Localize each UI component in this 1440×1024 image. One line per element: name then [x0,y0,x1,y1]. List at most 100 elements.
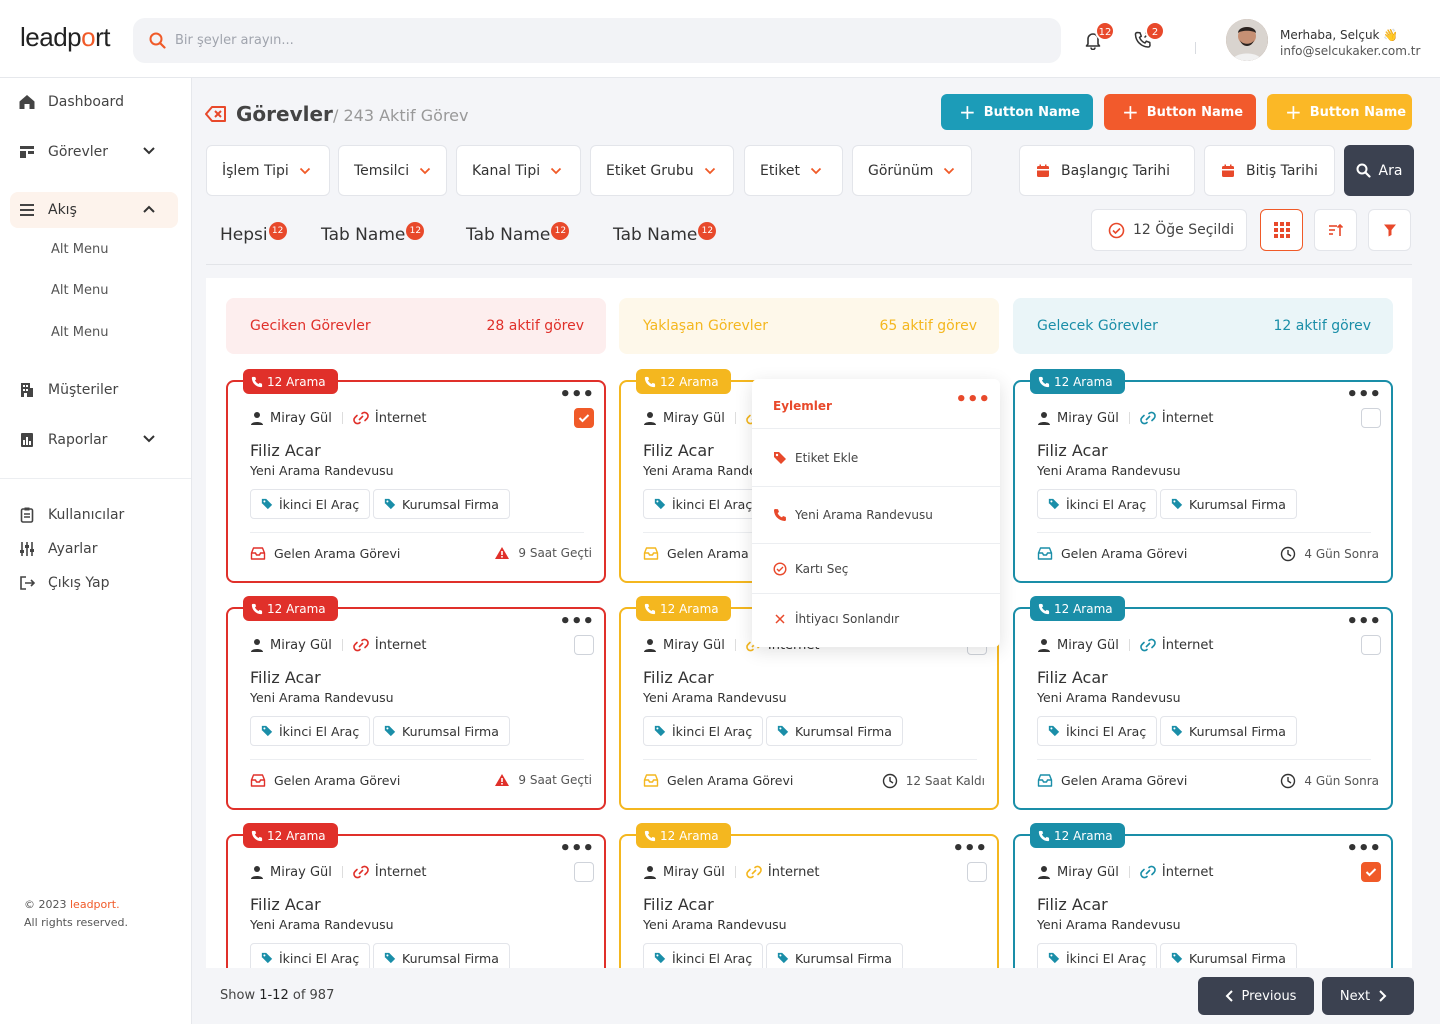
card-tag[interactable]: İkinci El Araç [1037,943,1158,968]
card-tag[interactable]: İkinci El Araç [250,716,371,746]
sidebar-item-ayarlar[interactable]: Ayarlar [10,531,178,567]
logo[interactable]: leadport [20,22,110,52]
card-checkbox[interactable] [1361,635,1381,655]
more-icon[interactable]: ••• [1346,838,1381,859]
card-tag[interactable]: Kurumsal Firma [766,943,903,968]
card-meta: Miray Gül İnternet [250,637,427,653]
tag-icon [261,498,273,510]
filter-button[interactable] [1368,209,1411,251]
card-tag[interactable]: Kurumsal Firma [373,943,510,968]
card-checkbox[interactable] [1361,408,1381,428]
tab-4[interactable]: Tab Name 12 [613,222,717,245]
more-icon[interactable]: ••• [559,384,594,405]
header-button-1[interactable]: + Button Name [941,94,1093,130]
search-input[interactable] [175,18,1035,63]
search-bar[interactable] [133,18,1061,63]
link-icon [746,865,762,879]
filter-islem-tipi[interactable]: İşlem Tipi [206,145,330,196]
card-task-title: Yeni Arama Randevusu [643,463,787,478]
card-tag[interactable]: İkinci El Araç [643,943,764,968]
call-count-badge: 12 Arama [1030,369,1125,394]
more-icon[interactable]: ••• [1346,384,1381,405]
inbox-icon [1037,547,1053,560]
card-tag[interactable]: Kurumsal Firma [1160,716,1297,746]
task-card[interactable]: 12 Arama ••• Miray Gül İnternet Filiz Ac… [1013,369,1393,583]
search-button[interactable]: Ara [1344,145,1414,196]
submenu-item[interactable]: Alt Menu [51,283,109,298]
user-icon [1038,866,1050,879]
card-checkbox[interactable] [1361,862,1381,882]
more-icon[interactable]: ••• [559,611,594,632]
header-button-3[interactable]: + Button Name [1267,94,1412,130]
submenu-item[interactable]: Alt Menu [51,242,109,257]
sidebar-item-cikis[interactable]: Çıkış Yap [10,565,178,601]
tab-2[interactable]: Tab Name 12 [321,222,425,245]
card-tag[interactable]: İkinci El Araç [643,716,764,746]
card-tag[interactable]: Kurumsal Firma [373,489,510,519]
back-icon[interactable] [205,104,227,124]
tab-3[interactable]: Tab Name 12 [466,222,570,245]
tab-hepsi[interactable]: Hepsi 12 [220,222,287,245]
task-card[interactable]: 12 Arama ••• Miray Gül İnternet Filiz Ac… [226,369,606,583]
selected-count-button[interactable]: 12 Öğe Seçildi [1091,209,1247,251]
filter-temsilci[interactable]: Temsilci [338,145,447,196]
task-card[interactable]: 12 Arama ••• Miray Gül İnternet Filiz Ac… [226,596,606,810]
sort-button[interactable] [1314,209,1357,251]
next-button[interactable]: Next [1322,977,1414,1015]
task-card[interactable]: 12 Arama ••• Miray Gül İnternet Filiz Ac… [1013,596,1393,810]
menu-item-yeni-arama[interactable]: Yeni Arama Randevusu [752,486,1000,543]
sidebar-item-gorevler[interactable]: Görevler [10,134,178,170]
sidebar-item-raporlar[interactable]: Raporlar [10,422,178,458]
card-customer-name: Filiz Acar [250,668,321,687]
clock-icon [882,773,897,789]
menu-item-etiket-ekle[interactable]: Etiket Ekle [752,428,1000,486]
card-tag[interactable]: İkinci El Araç [643,489,764,519]
card-tag[interactable]: İkinci El Araç [1037,716,1158,746]
task-card[interactable]: 12 Arama ••• Miray Gül İnternet Filiz Ac… [619,823,999,968]
sidebar-item-kullanicilar[interactable]: Kullanıcılar [10,497,178,533]
filter-kanal-tipi[interactable]: Kanal Tipi [456,145,581,196]
logout-icon [20,576,36,590]
menu-item-ihtiyaci-sonlandir[interactable]: İhtiyacı Sonlandır [752,593,1000,643]
menu-item-karti-sec[interactable]: Kartı Seç [752,543,1000,593]
sidebar-item-akis[interactable]: Akış [10,192,178,228]
more-icon[interactable]: ••• [1346,611,1381,632]
tag-icon [1048,952,1060,964]
tag-icon [774,451,786,464]
card-tag[interactable]: İkinci El Araç [250,489,371,519]
more-icon[interactable]: ••• [955,389,990,410]
filter-etiket[interactable]: Etiket [744,145,843,196]
task-card[interactable]: 12 Arama ••• Miray Gül İnternet Filiz Ac… [226,823,606,968]
start-date-picker[interactable]: Başlangıç Tarihi [1019,145,1195,196]
card-time: 4 Gün Sonra [1280,773,1379,789]
card-tag[interactable]: İkinci El Araç [1037,489,1158,519]
grid-view-button[interactable] [1260,209,1303,251]
header-button-2[interactable]: + Button Name [1104,94,1256,130]
avatar[interactable] [1226,19,1268,61]
card-checkbox[interactable] [574,408,594,428]
sidebar-item-musteriler[interactable]: Müşteriler [10,372,178,408]
card-tag[interactable]: İkinci El Araç [250,943,371,968]
notifications-button[interactable]: 12 [1083,21,1115,54]
column-header-gelecek: Gelecek Görevler 12 aktif görev [1013,298,1393,354]
more-icon[interactable]: ••• [952,838,987,859]
sidebar-item-dashboard[interactable]: Dashboard [10,84,178,120]
submenu-item[interactable]: Alt Menu [51,325,109,340]
card-tag[interactable]: Kurumsal Firma [373,716,510,746]
card-tag[interactable]: Kurumsal Firma [1160,943,1297,968]
end-date-picker[interactable]: Bitiş Tarihi [1204,145,1335,196]
previous-button[interactable]: Previous [1198,977,1314,1015]
user-info[interactable]: Merhaba, Selçuk 👋 info@selcukaker.com.tr [1280,27,1420,59]
card-time: 12 Saat Kaldı [882,773,985,789]
chevron-down-icon [143,147,155,155]
card-checkbox[interactable] [574,862,594,882]
filter-gorunum[interactable]: Görünüm [852,145,972,196]
task-card[interactable]: 12 Arama ••• Miray Gül İnternet Filiz Ac… [1013,823,1393,968]
filter-etiket-grubu[interactable]: Etiket Grubu [590,145,734,196]
card-checkbox[interactable] [967,862,987,882]
card-tag[interactable]: Kurumsal Firma [766,716,903,746]
card-tag[interactable]: Kurumsal Firma [1160,489,1297,519]
more-icon[interactable]: ••• [559,838,594,859]
calls-button[interactable]: 2 [1133,21,1165,54]
card-checkbox[interactable] [574,635,594,655]
